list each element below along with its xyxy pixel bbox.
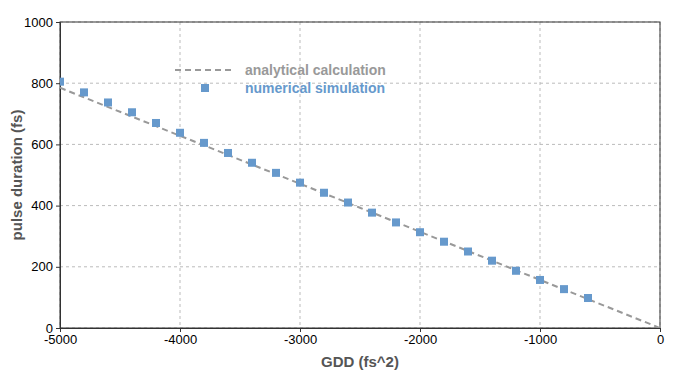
point bbox=[272, 169, 280, 177]
tick-mark bbox=[56, 328, 60, 329]
point bbox=[80, 88, 88, 96]
grid-line bbox=[60, 144, 660, 145]
tick: -2000 bbox=[404, 328, 437, 347]
tick: 0 bbox=[46, 321, 60, 336]
grid-line bbox=[420, 22, 421, 328]
tick: 600 bbox=[31, 137, 60, 152]
point bbox=[440, 238, 448, 246]
tick: -3000 bbox=[284, 328, 317, 347]
data-layer bbox=[60, 78, 660, 328]
legend-symbol bbox=[201, 84, 209, 92]
point bbox=[200, 139, 208, 147]
plot: -5000-4000-3000-2000-1000002004006008001… bbox=[24, 15, 664, 348]
tick: 0 bbox=[657, 328, 664, 347]
point bbox=[152, 119, 160, 127]
y-axis-title: pulse duration (fs) bbox=[8, 110, 25, 241]
point bbox=[128, 108, 136, 116]
x-axis: -5000-4000-3000-2000-10000 bbox=[44, 328, 664, 347]
tick-label: -3000 bbox=[284, 332, 317, 347]
tick-label: 400 bbox=[31, 198, 53, 213]
x-axis-title: GDD (fs^2) bbox=[321, 353, 399, 370]
tick-mark bbox=[56, 267, 60, 268]
point bbox=[464, 248, 472, 256]
tick-label: 1000 bbox=[24, 15, 53, 30]
point bbox=[392, 218, 400, 226]
tick: 400 bbox=[31, 198, 60, 213]
grid bbox=[60, 22, 660, 328]
tick-mark bbox=[56, 206, 60, 207]
point bbox=[224, 149, 232, 157]
point bbox=[416, 228, 424, 236]
plot-frame bbox=[60, 22, 660, 328]
tick: 200 bbox=[31, 259, 60, 274]
grid-line bbox=[180, 22, 181, 328]
grid-line bbox=[60, 205, 660, 206]
tick-label: -2000 bbox=[404, 332, 437, 347]
axis-line bbox=[61, 329, 661, 333]
tick-label: 0 bbox=[46, 321, 53, 336]
tick: 1000 bbox=[24, 15, 60, 30]
point bbox=[536, 276, 544, 284]
point bbox=[584, 294, 592, 302]
point bbox=[248, 159, 256, 167]
grid-line bbox=[60, 266, 660, 267]
point bbox=[176, 129, 184, 137]
tick: -4000 bbox=[164, 328, 197, 347]
tick-label: 0 bbox=[657, 332, 664, 347]
y-axis: 0 200 400 600 800 1000 bbox=[24, 15, 60, 336]
tick-mark bbox=[56, 22, 60, 23]
tick-label: 600 bbox=[31, 137, 53, 152]
point bbox=[104, 98, 112, 106]
tick: 800 bbox=[31, 76, 60, 91]
point bbox=[560, 285, 568, 293]
tick-label: -1000 bbox=[524, 332, 557, 347]
tick: -1000 bbox=[524, 328, 557, 347]
point bbox=[296, 179, 304, 187]
point bbox=[60, 78, 64, 86]
point bbox=[368, 209, 376, 217]
tick-label: 200 bbox=[31, 259, 53, 274]
chart: -5000-4000-3000-2000-1000002004006008001… bbox=[0, 0, 700, 375]
tick-mark bbox=[56, 144, 60, 145]
legend-symbol bbox=[175, 69, 235, 71]
point bbox=[488, 257, 496, 265]
legend-label: numerical simulation bbox=[245, 80, 385, 96]
legend: analytical calculation numerical simulati… bbox=[175, 62, 386, 96]
line bbox=[60, 88, 660, 328]
point bbox=[344, 199, 352, 207]
tick-mark bbox=[56, 83, 60, 84]
tick-label: -4000 bbox=[164, 332, 197, 347]
tick-label: 800 bbox=[31, 76, 53, 91]
point bbox=[320, 189, 328, 197]
legend-label: analytical calculation bbox=[245, 62, 386, 78]
point bbox=[512, 267, 520, 275]
